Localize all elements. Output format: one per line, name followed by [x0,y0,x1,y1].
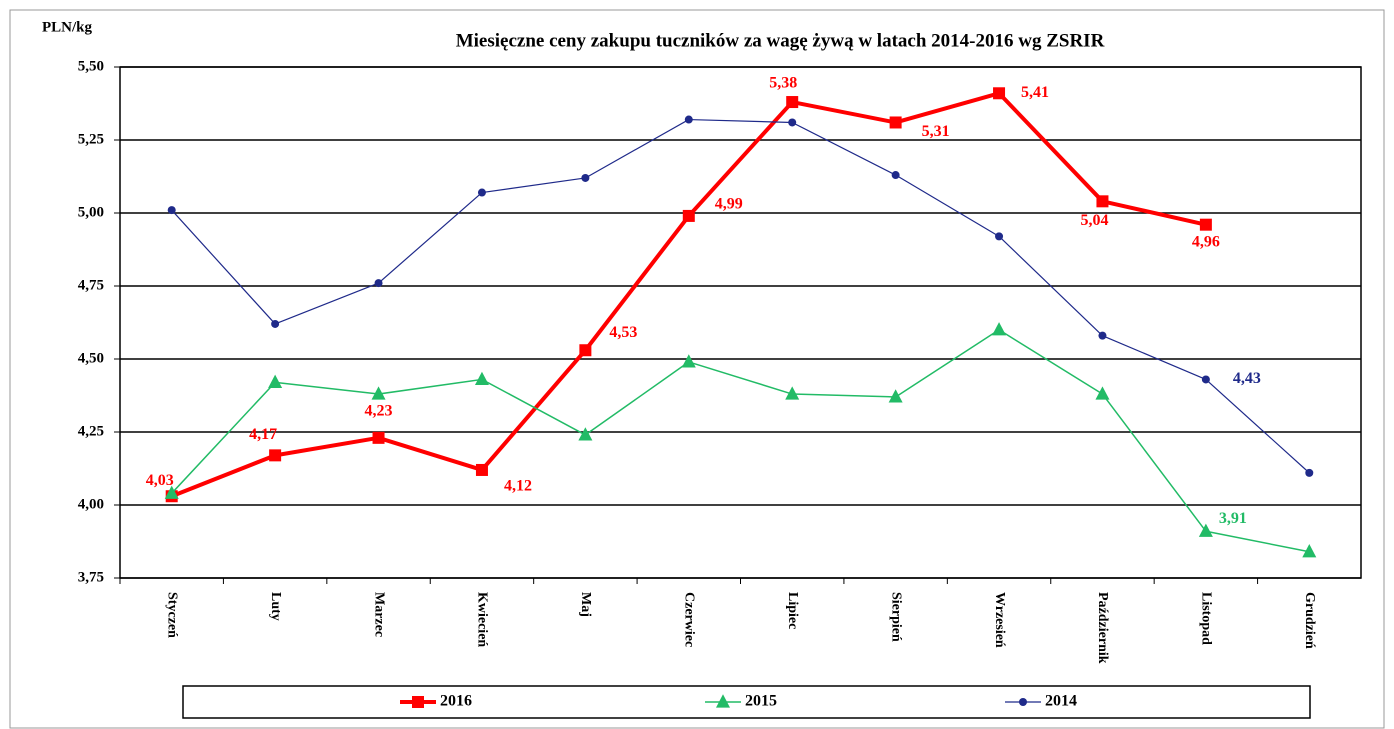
y-tick-label: 4,50 [78,350,104,366]
y-tick-label: 3,75 [78,569,104,585]
chart-frame [9,9,1385,729]
point-marker [1098,331,1107,340]
point-marker [578,427,593,441]
y-tick-label: 4,75 [78,277,104,293]
point-marker [1199,218,1212,231]
y-tick-label: 5,00 [78,204,104,220]
data-label: 4,17 [249,426,277,443]
data-label: 4,23 [365,403,393,420]
series-line [171,329,1310,553]
series-line [171,118,1310,474]
point-marker [374,279,383,288]
point-marker [681,354,696,368]
legend-label: 2016 [440,693,472,710]
data-label: 4,53 [609,324,637,341]
point-marker [891,171,900,180]
point-marker [474,371,489,386]
x-tick-label: Styczeń [164,592,179,638]
x-tick-label: Sierpień [888,592,903,642]
point-marker [889,116,902,129]
x-tick-label: Grudzień [1302,592,1317,649]
point-marker [1201,375,1210,384]
point-marker [475,463,488,476]
y-tick-label: 5,50 [78,58,104,74]
point-marker [477,188,486,197]
point-marker [684,115,693,124]
point-marker [1302,544,1317,558]
x-tick-label: Kwiecień [475,592,490,647]
legend-marker [412,696,424,708]
y-tick-label: 4,00 [78,496,104,512]
point-marker [581,173,590,182]
legend-label: 2014 [1045,693,1077,710]
data-label: 5,04 [1080,212,1108,229]
legend-label: 2015 [745,693,777,710]
point-marker [1198,523,1213,537]
point-marker [269,449,282,462]
point-marker [167,206,176,215]
data-label: 4,99 [715,196,743,213]
point-marker [682,209,695,222]
point-marker [579,344,592,357]
legend-marker [716,694,730,708]
x-tick-label: Lipiec [785,592,800,629]
x-tick-label: Luty [268,592,283,621]
x-tick-label: Wrzesień [992,592,1007,648]
y-tick-label: 5,25 [78,131,104,147]
data-label: 4,03 [146,472,174,489]
x-tick-label: Listopad [1199,592,1214,645]
data-label: 5,41 [1021,84,1049,101]
x-tick-label: Maj [578,592,593,617]
point-marker [992,322,1007,336]
point-marker [1096,195,1109,208]
point-marker [785,386,800,400]
point-marker [1305,468,1314,477]
legend-box [182,685,1311,719]
x-tick-label: Marzec [371,592,386,637]
point-marker [372,431,385,444]
point-marker [993,87,1006,100]
x-tick-label: Październik [1095,592,1110,664]
point-marker [1095,386,1110,400]
chart-title: Miesięczne ceny zakupu tuczników za wagę… [456,30,1105,51]
y-axis-label: PLN/kg [42,19,93,35]
point-marker [268,374,283,388]
data-label: 5,31 [922,123,950,140]
point-marker [271,319,280,328]
y-tick-label: 4,25 [78,423,104,439]
data-label: 4,43 [1233,370,1261,387]
point-marker [888,389,903,403]
point-marker [371,386,386,400]
point-marker [995,232,1004,241]
data-label: 5,38 [769,75,797,92]
point-marker [788,118,797,127]
point-marker [786,96,799,109]
x-tick-label: Czerwiec [682,592,697,647]
legend-marker [1019,698,1027,706]
data-label: 4,12 [504,478,532,495]
point-marker [164,485,179,499]
data-label: 4,96 [1192,233,1220,250]
data-label: 3,91 [1219,510,1247,527]
